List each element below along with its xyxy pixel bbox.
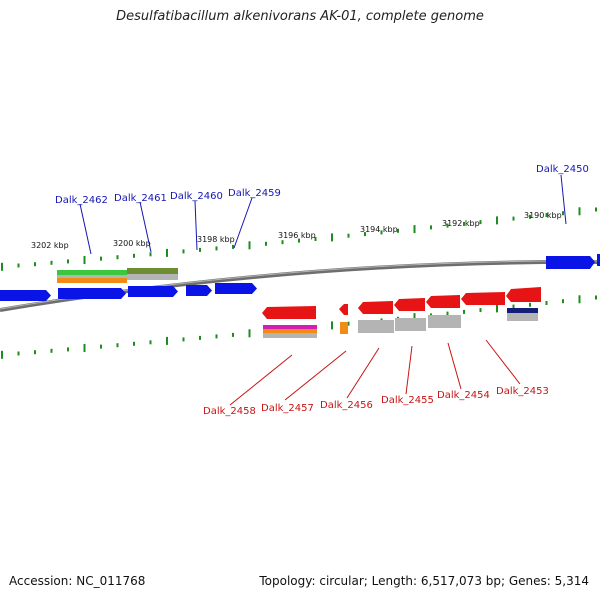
leader-line (139, 201, 152, 253)
gene-arrow-forward[interactable] (597, 254, 600, 266)
scale-label: 3192 kbp (442, 219, 480, 228)
gene-arrow-forward[interactable] (58, 288, 126, 299)
gene-arrow-reverse[interactable] (506, 287, 541, 302)
scale-label: 3198 kbp (197, 235, 235, 244)
feature-bar-orange (57, 278, 127, 283)
gene-label-reverse[interactable]: Dalk_2457 (261, 403, 314, 414)
forward-leader-lines (79, 174, 567, 255)
feature-bar-grey (358, 320, 394, 333)
leader-line (229, 354, 293, 406)
leader-line (346, 347, 380, 399)
gene-arrow-forward[interactable] (186, 285, 212, 296)
leader-line (284, 350, 347, 401)
gene-arrow-forward[interactable] (128, 286, 178, 297)
leader-line (233, 197, 253, 249)
gene-arrow-reverse[interactable] (358, 301, 393, 314)
leader-line (405, 345, 413, 395)
reverse-leader-lines (229, 339, 521, 406)
feature-bar-magenta (263, 325, 317, 329)
gene-arrow-forward[interactable] (546, 256, 595, 269)
gene-label-reverse[interactable]: Dalk_2458 (203, 406, 256, 417)
feature-bar-grey (263, 333, 317, 338)
forward-strand-genes (0, 254, 600, 301)
feature-bar-grey (428, 315, 461, 328)
gene-arrow-reverse[interactable] (461, 292, 505, 305)
gene-arrow-reverse[interactable] (262, 306, 316, 319)
accession-text: Accession: NC_011768 (9, 574, 146, 588)
gene-label-reverse[interactable]: Dalk_2456 (320, 400, 373, 411)
forward-features (57, 268, 178, 283)
genome-backbone-highlight (0, 260, 600, 310)
scale-labels: 3202 kbp 3200 kbp 3198 kbp 3196 kbp 3194… (31, 211, 562, 250)
feature-bar-grey (57, 275, 127, 278)
feature-bar-green (57, 270, 127, 275)
reverse-features (263, 308, 538, 338)
gene-arrow-reverse[interactable] (426, 295, 460, 308)
genome-backbone (0, 259, 600, 312)
inner-scale-ticks (1, 295, 597, 359)
gene-label-forward[interactable]: Dalk_2459 (228, 188, 281, 199)
reverse-strand-genes (262, 287, 541, 319)
feature-bar-orange (340, 322, 348, 334)
scale-label: 3190 kbp (524, 211, 562, 220)
scale-label: 3194 kbp (360, 225, 398, 234)
gene-arrow-forward[interactable] (215, 283, 257, 294)
leader-line (194, 200, 198, 251)
gene-label-forward[interactable]: Dalk_2450 (536, 164, 589, 175)
scale-label: 3202 kbp (31, 241, 69, 250)
forward-gene-labels: Dalk_2462 Dalk_2461 Dalk_2460 Dalk_2459 … (55, 164, 589, 206)
gene-label-forward[interactable]: Dalk_2462 (55, 195, 108, 206)
genome-info-text: Topology: circular; Length: 6,517,073 bp… (259, 574, 589, 588)
gene-arrow-forward[interactable] (0, 290, 51, 301)
gene-arrow-reverse[interactable] (339, 304, 348, 315)
feature-bar-navy (507, 308, 538, 313)
reverse-gene-labels: Dalk_2458 Dalk_2457 Dalk_2456 Dalk_2455 … (203, 386, 549, 417)
outer-scale-ticks (1, 207, 597, 271)
feature-bar-grey (127, 274, 178, 280)
leader-line (560, 174, 567, 225)
gene-label-forward[interactable]: Dalk_2461 (114, 193, 167, 204)
feature-bar-grey (395, 318, 426, 331)
gene-label-reverse[interactable]: Dalk_2455 (381, 395, 434, 406)
feature-bar-grey (507, 313, 538, 321)
gene-arrow-reverse[interactable] (394, 298, 425, 311)
scale-label: 3200 kbp (113, 239, 151, 248)
feature-bar-olive (127, 268, 178, 274)
gene-label-forward[interactable]: Dalk_2460 (170, 191, 223, 202)
leader-line (485, 339, 521, 385)
scale-label: 3196 kbp (278, 231, 316, 240)
genome-title: Desulfatibacillum alkenivorans AK-01, co… (116, 9, 484, 24)
leader-line (79, 203, 92, 255)
gene-label-reverse[interactable]: Dalk_2454 (437, 390, 490, 401)
leader-line (447, 342, 462, 390)
gene-label-reverse[interactable]: Dalk_2453 (496, 386, 549, 397)
feature-bar-orange (263, 329, 317, 333)
